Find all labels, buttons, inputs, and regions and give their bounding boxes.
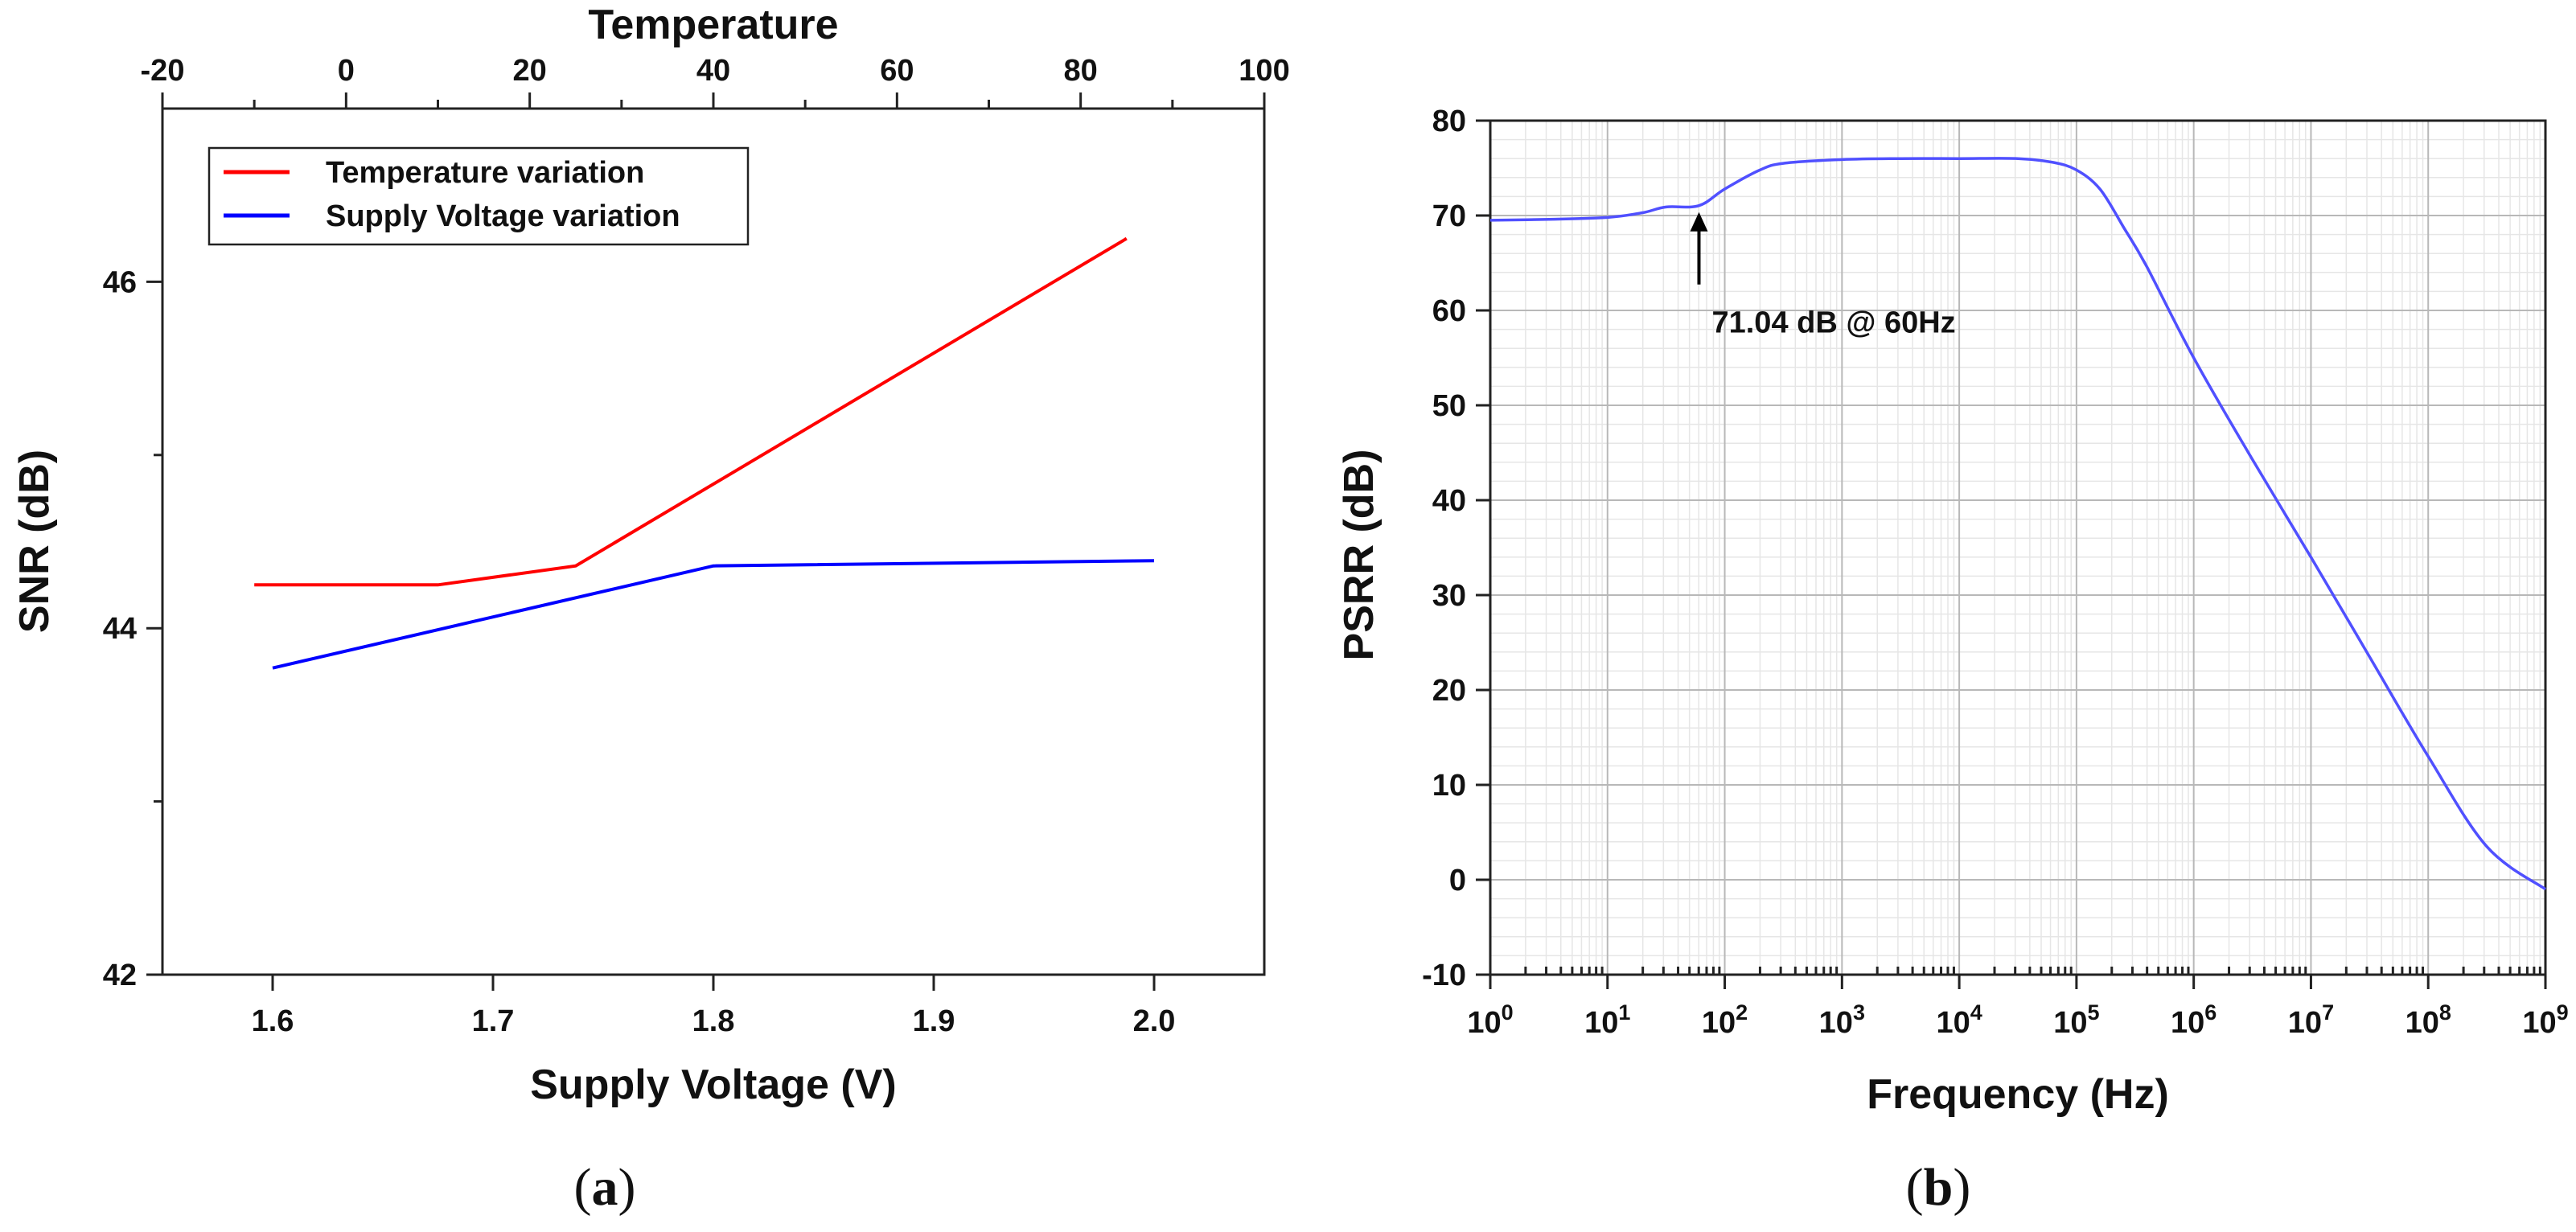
top-x-tick-label: -20 xyxy=(141,54,185,88)
panel-a-caption: (a) xyxy=(574,1158,636,1217)
y-tick-label: 46 xyxy=(103,265,137,299)
x-tick-exponent: 2 xyxy=(1736,1000,1748,1025)
panel-b-x-axis-title: Frequency (Hz) xyxy=(1867,1071,2169,1118)
panel-b-plot-frame xyxy=(1489,119,2547,976)
panel-a-caption-letter: a xyxy=(592,1158,618,1217)
y-tick-label: -10 xyxy=(1422,959,1466,992)
x-tick-exponent: 8 xyxy=(2439,1000,2451,1025)
panel-a-legend: Temperature variation Supply Voltage var… xyxy=(207,146,750,246)
y-tick-label: 70 xyxy=(1432,199,1466,233)
y-tick-label: 60 xyxy=(1432,294,1466,328)
temperature-variation-line xyxy=(254,236,1128,587)
panel-b-annotation: 71.04 dB @ 60Hz xyxy=(1690,211,1956,340)
top-x-tick-label: 20 xyxy=(513,54,547,88)
x-tick-exponent: 4 xyxy=(1970,1000,1982,1025)
top-x-tick-label: 60 xyxy=(880,54,914,88)
panel-a-ticks xyxy=(146,92,1266,991)
x-tick-label: 106 xyxy=(2171,1000,2217,1040)
y-tick-label: 30 xyxy=(1432,579,1466,613)
x-tick-base: 10 xyxy=(2053,1006,2087,1040)
x-tick-base: 10 xyxy=(2405,1006,2439,1040)
x-tick-base: 10 xyxy=(1702,1006,1736,1040)
x-tick-label: 103 xyxy=(1819,1000,1865,1040)
panel-b-grid xyxy=(1489,120,2546,975)
y-tick-label: 44 xyxy=(103,612,137,646)
top-x-tick-label: 80 xyxy=(1064,54,1098,88)
panel-a-top-axis-title: Temperature xyxy=(588,2,838,48)
x-tick-exponent: 5 xyxy=(2088,1000,2100,1025)
x-tick-exponent: 3 xyxy=(1853,1000,1865,1025)
panel-a-tick-labels: 1.6 1.7 1.8 1.9 2.0 -20 0 20 40 60 80 100 42 44 46 xyxy=(103,54,1290,1038)
panel-b-tick-labels: 100 101 102 103 104 105 106 107 108 109-100102030… xyxy=(1422,105,2569,1040)
y-tick-label: 0 xyxy=(1449,864,1466,897)
x-tick-base: 10 xyxy=(1819,1006,1853,1040)
panel-b-chart: 100 101 102 103 104 105 106 107 108 109-100102030… xyxy=(1336,105,2569,1217)
psrr-curve xyxy=(1489,157,2547,891)
x-tick-label: 107 xyxy=(2288,1000,2334,1040)
x-tick-label: 1.8 xyxy=(692,1004,735,1038)
x-tick-base: 10 xyxy=(1467,1006,1501,1040)
y-tick-label: 42 xyxy=(103,959,137,992)
panel-b-caption: (b) xyxy=(1906,1158,1971,1217)
x-tick-label: 105 xyxy=(2053,1000,2099,1040)
x-tick-label: 102 xyxy=(1702,1000,1748,1040)
x-tick-base: 10 xyxy=(1936,1006,1970,1040)
panel-a-x-axis-title: Supply Voltage (V) xyxy=(530,1062,897,1108)
panel-b-ticks xyxy=(1476,119,2547,989)
x-tick-exponent: 7 xyxy=(2322,1000,2334,1025)
y-tick-label: 40 xyxy=(1432,484,1466,518)
top-x-tick-label: 100 xyxy=(1239,54,1289,88)
x-tick-label: 108 xyxy=(2405,1000,2451,1040)
x-tick-label: 1.9 xyxy=(913,1004,955,1038)
x-tick-label: 100 xyxy=(1467,1000,1513,1040)
panel-b-caption-letter: b xyxy=(1924,1158,1954,1217)
x-tick-exponent: 6 xyxy=(2204,1000,2217,1025)
x-tick-label: 104 xyxy=(1936,1000,1982,1040)
panel-a-series xyxy=(254,236,1155,670)
legend-label-supply-voltage: Supply Voltage variation xyxy=(326,199,680,233)
x-tick-base: 10 xyxy=(1584,1006,1618,1040)
x-tick-base: 10 xyxy=(2171,1006,2204,1040)
y-tick-label: 80 xyxy=(1432,105,1466,138)
x-tick-base: 10 xyxy=(2288,1006,2322,1040)
x-tick-exponent: 1 xyxy=(1618,1000,1630,1025)
y-tick-label: 20 xyxy=(1432,674,1466,708)
annotation-arrowhead xyxy=(1690,211,1708,232)
panel-b-y-axis-title: PSRR (dB) xyxy=(1336,450,1382,661)
top-x-tick-label: 40 xyxy=(696,54,730,88)
panel-a-chart: 1.6 1.7 1.8 1.9 2.0 -20 0 20 40 60 80 100 42 44 46 Tem… xyxy=(11,2,1290,1217)
x-tick-exponent: 9 xyxy=(2557,1000,2569,1025)
x-tick-base: 10 xyxy=(2522,1006,2556,1040)
panel-b-series xyxy=(1489,157,2547,891)
supply-voltage-variation-line xyxy=(272,559,1155,670)
annotation-label: 71.04 dB @ 60Hz xyxy=(1711,306,1955,340)
y-tick-label: 50 xyxy=(1432,389,1466,423)
x-tick-label: 1.7 xyxy=(472,1004,515,1038)
x-tick-label: 101 xyxy=(1584,1000,1630,1040)
x-tick-label: 109 xyxy=(2522,1000,2568,1040)
legend-box xyxy=(207,146,750,246)
top-x-tick-label: 0 xyxy=(338,54,355,88)
y-tick-label: 10 xyxy=(1432,769,1466,803)
x-tick-exponent: 0 xyxy=(1502,1000,1514,1025)
panel-a-y-axis-title: SNR (dB) xyxy=(11,450,58,633)
x-tick-label: 2.0 xyxy=(1133,1004,1176,1038)
x-tick-label: 1.6 xyxy=(252,1004,294,1038)
legend-label-temperature: Temperature variation xyxy=(326,156,644,190)
